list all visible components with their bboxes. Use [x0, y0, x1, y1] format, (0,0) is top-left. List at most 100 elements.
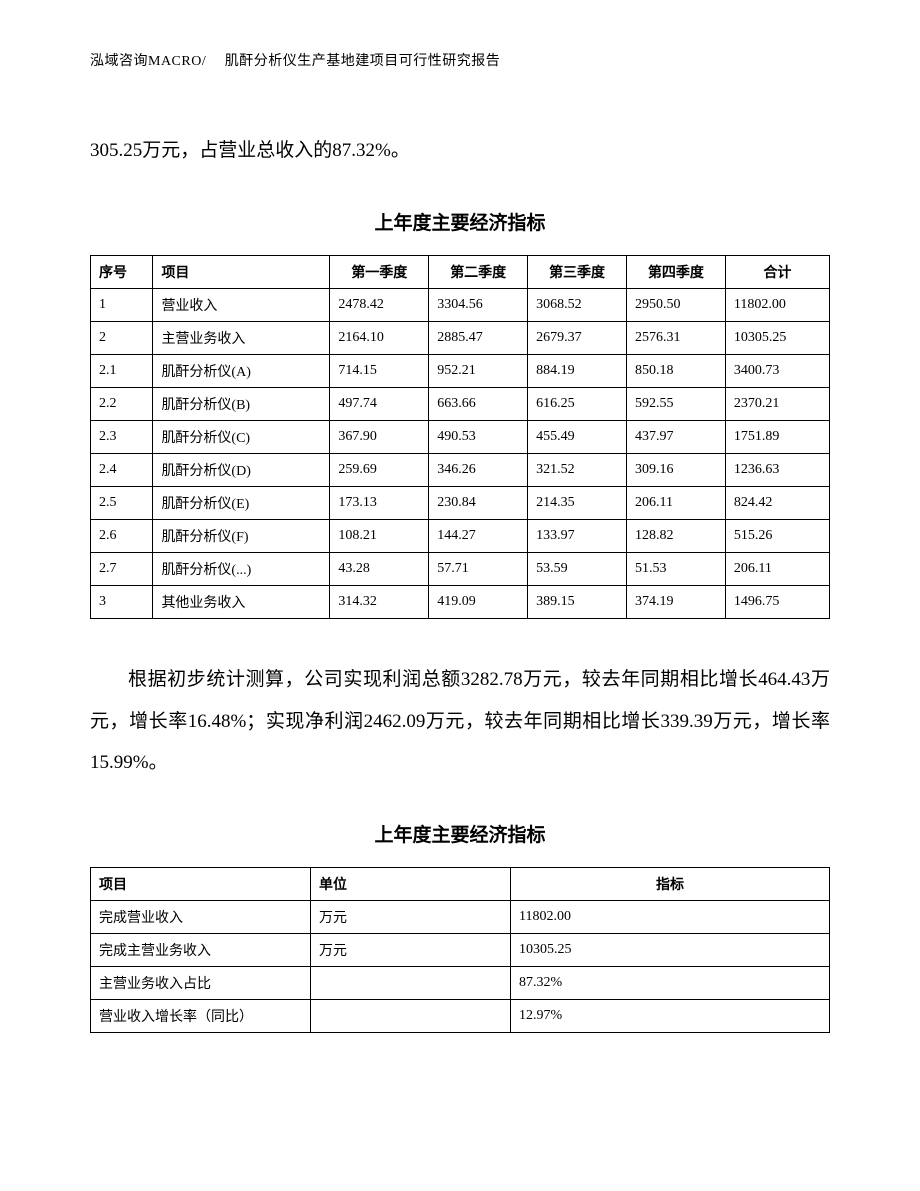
cell-unit [311, 1000, 511, 1033]
cell-q4: 309.16 [627, 453, 726, 486]
page-header: 泓域咨询MACRO/ 肌酐分析仪生产基地建项目可行性研究报告 [90, 50, 830, 70]
cell-q1: 497.74 [330, 387, 429, 420]
cell-q3: 53.59 [528, 552, 627, 585]
table1-header-seq: 序号 [91, 255, 153, 288]
table-row: 营业收入增长率（同比） 12.97% [91, 1000, 830, 1033]
cell-seq: 2.6 [91, 519, 153, 552]
paragraph-2: 根据初步统计测算，公司实现利润总额3282.78万元，较去年同期相比增长464.… [90, 659, 830, 784]
cell-item: 营业收入 [153, 288, 330, 321]
table1-header-q3: 第三季度 [528, 255, 627, 288]
cell-q4: 128.82 [627, 519, 726, 552]
cell-seq: 2 [91, 321, 153, 354]
cell-q3: 321.52 [528, 453, 627, 486]
cell-seq: 1 [91, 288, 153, 321]
cell-item: 肌酐分析仪(...) [153, 552, 330, 585]
cell-item: 完成主营业务收入 [91, 934, 311, 967]
cell-q1: 259.69 [330, 453, 429, 486]
cell-q3: 389.15 [528, 585, 627, 618]
cell-q1: 108.21 [330, 519, 429, 552]
cell-q4: 374.19 [627, 585, 726, 618]
cell-q1: 714.15 [330, 354, 429, 387]
cell-total: 1496.75 [725, 585, 829, 618]
table-row: 2.2 肌酐分析仪(B) 497.74 663.66 616.25 592.55… [91, 387, 830, 420]
cell-total: 10305.25 [725, 321, 829, 354]
table-row: 2.7 肌酐分析仪(...) 43.28 57.71 53.59 51.53 2… [91, 552, 830, 585]
cell-total: 515.26 [725, 519, 829, 552]
cell-unit: 万元 [311, 934, 511, 967]
cell-q2: 144.27 [429, 519, 528, 552]
cell-q3: 455.49 [528, 420, 627, 453]
economic-indicators-table-2: 项目 单位 指标 完成营业收入 万元 11802.00 完成主营业务收入 万元 … [90, 867, 830, 1033]
table1-title: 上年度主要经济指标 [90, 208, 830, 235]
cell-q1: 367.90 [330, 420, 429, 453]
table-row: 完成营业收入 万元 11802.00 [91, 901, 830, 934]
cell-q2: 419.09 [429, 585, 528, 618]
table-row: 2.5 肌酐分析仪(E) 173.13 230.84 214.35 206.11… [91, 486, 830, 519]
cell-item: 肌酐分析仪(C) [153, 420, 330, 453]
cell-q1: 2478.42 [330, 288, 429, 321]
cell-seq: 2.5 [91, 486, 153, 519]
cell-q2: 57.71 [429, 552, 528, 585]
cell-q2: 663.66 [429, 387, 528, 420]
cell-q2: 346.26 [429, 453, 528, 486]
table2-body: 完成营业收入 万元 11802.00 完成主营业务收入 万元 10305.25 … [91, 901, 830, 1033]
table2-header-item: 项目 [91, 868, 311, 901]
cell-q4: 437.97 [627, 420, 726, 453]
table-row: 2.4 肌酐分析仪(D) 259.69 346.26 321.52 309.16… [91, 453, 830, 486]
cell-seq: 2.2 [91, 387, 153, 420]
cell-seq: 2.1 [91, 354, 153, 387]
cell-item: 肌酐分析仪(B) [153, 387, 330, 420]
table-row: 2.6 肌酐分析仪(F) 108.21 144.27 133.97 128.82… [91, 519, 830, 552]
table1-header-total: 合计 [725, 255, 829, 288]
cell-seq: 2.7 [91, 552, 153, 585]
cell-q3: 3068.52 [528, 288, 627, 321]
cell-value: 10305.25 [511, 934, 830, 967]
table1-header-q4: 第四季度 [627, 255, 726, 288]
table2-header-row: 项目 单位 指标 [91, 868, 830, 901]
document-page: 泓域咨询MACRO/ 肌酐分析仪生产基地建项目可行性研究报告 305.25万元，… [0, 0, 920, 1113]
cell-item: 其他业务收入 [153, 585, 330, 618]
cell-q3: 2679.37 [528, 321, 627, 354]
cell-seq: 2.3 [91, 420, 153, 453]
table-row: 完成主营业务收入 万元 10305.25 [91, 934, 830, 967]
cell-q4: 850.18 [627, 354, 726, 387]
cell-item: 肌酐分析仪(A) [153, 354, 330, 387]
table1-header-q2: 第二季度 [429, 255, 528, 288]
table-row: 3 其他业务收入 314.32 419.09 389.15 374.19 149… [91, 585, 830, 618]
cell-q4: 206.11 [627, 486, 726, 519]
cell-item: 肌酐分析仪(F) [153, 519, 330, 552]
table-row: 主营业务收入占比 87.32% [91, 967, 830, 1000]
cell-q4: 51.53 [627, 552, 726, 585]
table2-header-unit: 单位 [311, 868, 511, 901]
table1-body: 1 营业收入 2478.42 3304.56 3068.52 2950.50 1… [91, 288, 830, 618]
table-row: 2 主营业务收入 2164.10 2885.47 2679.37 2576.31… [91, 321, 830, 354]
table2-title: 上年度主要经济指标 [90, 820, 830, 847]
cell-item: 完成营业收入 [91, 901, 311, 934]
economic-indicators-table-1: 序号 项目 第一季度 第二季度 第三季度 第四季度 合计 1 营业收入 2478… [90, 255, 830, 619]
cell-value: 12.97% [511, 1000, 830, 1033]
cell-total: 11802.00 [725, 288, 829, 321]
cell-q4: 2576.31 [627, 321, 726, 354]
cell-q2: 3304.56 [429, 288, 528, 321]
cell-item: 肌酐分析仪(E) [153, 486, 330, 519]
cell-q4: 2950.50 [627, 288, 726, 321]
cell-total: 3400.73 [725, 354, 829, 387]
table-row: 2.3 肌酐分析仪(C) 367.90 490.53 455.49 437.97… [91, 420, 830, 453]
cell-total: 206.11 [725, 552, 829, 585]
cell-item: 营业收入增长率（同比） [91, 1000, 311, 1033]
cell-q1: 173.13 [330, 486, 429, 519]
cell-seq: 3 [91, 585, 153, 618]
cell-q3: 616.25 [528, 387, 627, 420]
cell-q3: 884.19 [528, 354, 627, 387]
cell-q3: 214.35 [528, 486, 627, 519]
table-row: 1 营业收入 2478.42 3304.56 3068.52 2950.50 1… [91, 288, 830, 321]
cell-q2: 2885.47 [429, 321, 528, 354]
cell-seq: 2.4 [91, 453, 153, 486]
table1-header-q1: 第一季度 [330, 255, 429, 288]
cell-value: 87.32% [511, 967, 830, 1000]
cell-q2: 490.53 [429, 420, 528, 453]
cell-value: 11802.00 [511, 901, 830, 934]
cell-total: 1751.89 [725, 420, 829, 453]
cell-total: 1236.63 [725, 453, 829, 486]
cell-q1: 2164.10 [330, 321, 429, 354]
